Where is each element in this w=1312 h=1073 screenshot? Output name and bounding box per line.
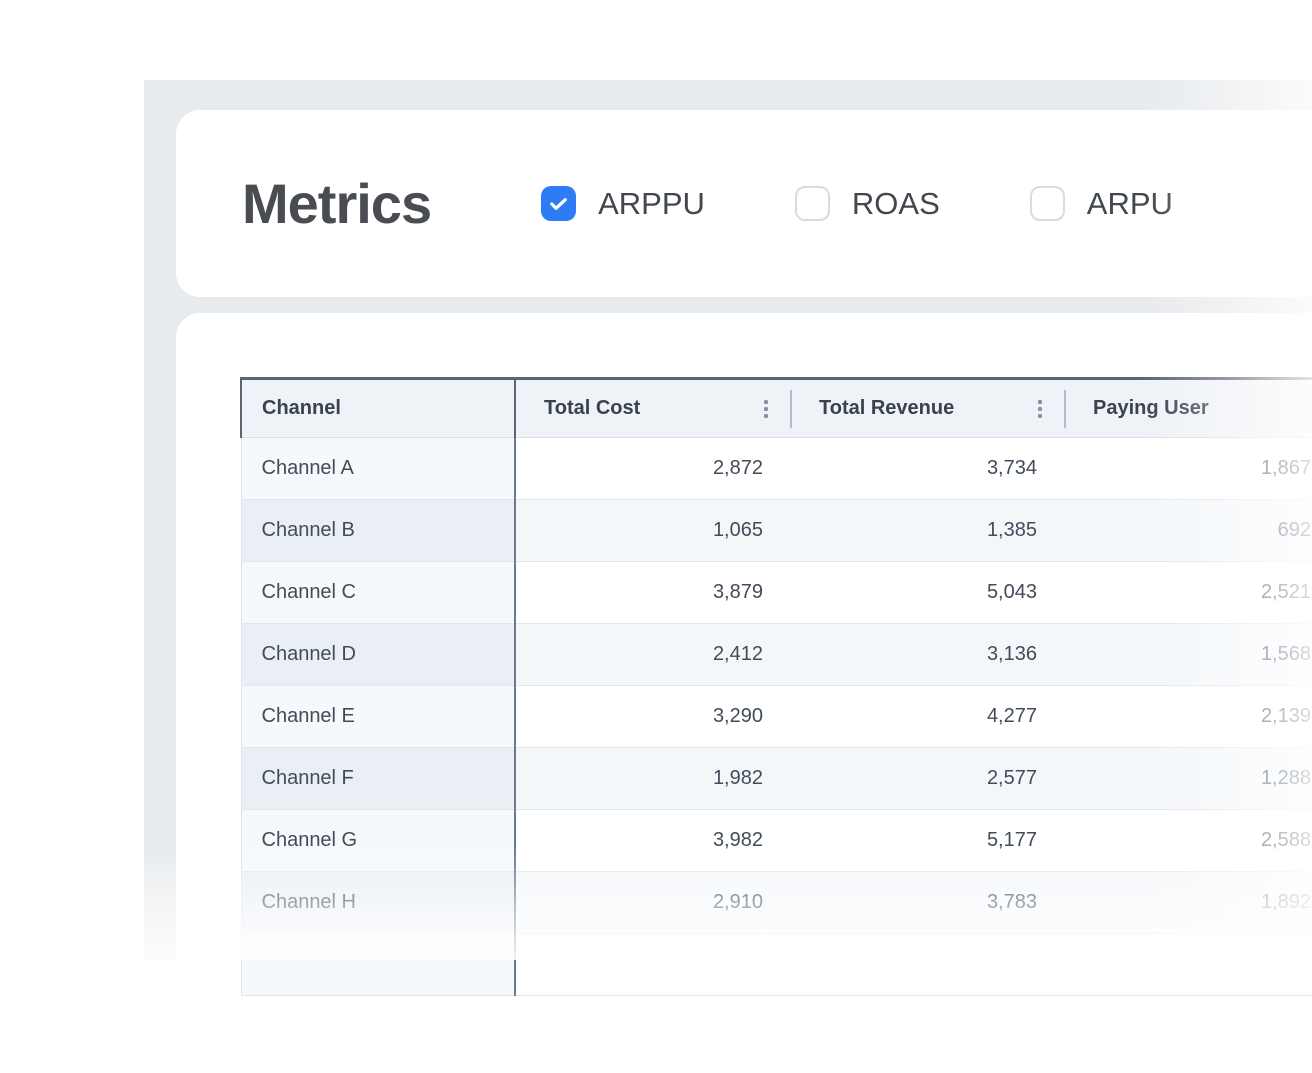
column-header-label: Paying User xyxy=(1093,397,1209,419)
cell-total-revenue: 3,136 xyxy=(791,623,1065,686)
table-header-row: Channel Total Cost Total Revenue Paying … xyxy=(240,377,1312,438)
column-header-label: Total Cost xyxy=(544,397,641,419)
cell-total-revenue: 1,385 xyxy=(791,499,1065,562)
column-header-total-revenue[interactable]: Total Revenue xyxy=(790,377,1065,438)
metrics-card: Metrics ARPPU ROAS xyxy=(176,110,1312,297)
column-header-paying-user[interactable]: Paying User xyxy=(1064,377,1312,438)
cell-channel: Channel D xyxy=(240,623,515,686)
cell-total-revenue: 4,277 xyxy=(791,685,1065,748)
cell-total-cost xyxy=(514,933,791,996)
checkmark-icon xyxy=(550,198,567,210)
cell-channel xyxy=(240,933,515,996)
cell-total-cost: 2,872 xyxy=(514,437,791,500)
cell-total-cost: 2,910 xyxy=(514,871,791,934)
kebab-menu-icon[interactable] xyxy=(1038,399,1042,418)
cell-total-cost: 3,982 xyxy=(514,809,791,872)
cell-channel: Channel E xyxy=(240,685,515,748)
checkbox-label-roas: ROAS xyxy=(851,186,940,221)
table-row: Channel A 2,872 3,734 1,867 xyxy=(240,437,1312,500)
cell-total-cost: 3,290 xyxy=(514,685,791,748)
cell-total-revenue: 2,577 xyxy=(791,747,1065,810)
cell-total-cost: 2,412 xyxy=(514,623,791,686)
checkbox-label-arppu: ARPPU xyxy=(598,186,705,221)
cell-channel: Channel F xyxy=(240,747,515,810)
cell-total-revenue xyxy=(791,933,1065,996)
cell-total-revenue: 3,783 xyxy=(791,871,1065,934)
cell-total-cost: 3,879 xyxy=(514,561,791,624)
cell-paying-user: 2,521 xyxy=(1065,561,1312,624)
cell-channel: Channel B xyxy=(240,499,515,562)
workspace-panel: Metrics ARPPU ROAS xyxy=(144,80,1312,1073)
cell-paying-user: 1,867 xyxy=(1065,437,1312,500)
cell-total-cost: 1,982 xyxy=(514,747,791,810)
cell-paying-user: 2,588 xyxy=(1065,809,1312,872)
cell-paying-user: 692 xyxy=(1065,499,1312,562)
column-header-channel[interactable]: Channel xyxy=(240,377,515,438)
table-card: Channel Total Cost Total Revenue Paying … xyxy=(176,313,1312,1073)
cell-paying-user: 2,139 xyxy=(1065,685,1312,748)
metrics-checkbox-group: ARPPU ROAS ARPU xyxy=(541,186,1173,221)
checkbox-label-arpu: ARPU xyxy=(1086,186,1173,221)
cell-paying-user xyxy=(1065,933,1312,996)
cell-paying-user: 1,288 xyxy=(1065,747,1312,810)
table-row: Channel C 3,879 5,043 2,521 xyxy=(240,561,1312,624)
cell-channel: Channel C xyxy=(240,561,515,624)
page-title: Metrics xyxy=(242,171,432,235)
cell-total-revenue: 5,177 xyxy=(791,809,1065,872)
cell-paying-user: 1,568 xyxy=(1065,623,1312,686)
cell-total-revenue: 5,043 xyxy=(791,561,1065,624)
column-separator xyxy=(1064,389,1066,428)
checkbox-arppu[interactable]: ARPPU xyxy=(541,186,705,221)
column-header-label: Total Revenue xyxy=(819,397,955,419)
table-row: Channel D 2,412 3,136 1,568 xyxy=(240,623,1312,686)
column-header-total-cost[interactable]: Total Cost xyxy=(514,377,791,438)
arpu-checkbox-box[interactable] xyxy=(1029,186,1065,221)
roas-checkbox-box[interactable] xyxy=(794,186,830,221)
cell-paying-user: 1,892 xyxy=(1065,871,1312,934)
table-row: Channel G 3,982 5,177 2,588 xyxy=(240,809,1312,872)
checkbox-arpu[interactable]: ARPU xyxy=(1029,186,1173,221)
cell-total-cost: 1,065 xyxy=(514,499,791,562)
table-row: Channel B 1,065 1,385 692 xyxy=(240,499,1312,562)
column-header-label: Channel xyxy=(262,397,341,419)
column-separator xyxy=(790,389,792,428)
table-row: Channel H 2,910 3,783 1,892 xyxy=(240,871,1312,934)
cell-channel: Channel G xyxy=(240,809,515,872)
cell-total-revenue: 3,734 xyxy=(791,437,1065,500)
channel-metrics-table: Channel Total Cost Total Revenue Paying … xyxy=(240,377,1312,996)
cell-channel: Channel H xyxy=(240,871,515,934)
cell-channel: Channel A xyxy=(240,437,515,500)
table-row xyxy=(240,933,1312,996)
arppu-checkbox-box[interactable] xyxy=(541,186,577,221)
checkbox-roas[interactable]: ROAS xyxy=(794,186,940,221)
kebab-menu-icon[interactable] xyxy=(764,399,768,418)
table-row: Channel E 3,290 4,277 2,139 xyxy=(240,685,1312,748)
table-row: Channel F 1,982 2,577 1,288 xyxy=(240,747,1312,810)
